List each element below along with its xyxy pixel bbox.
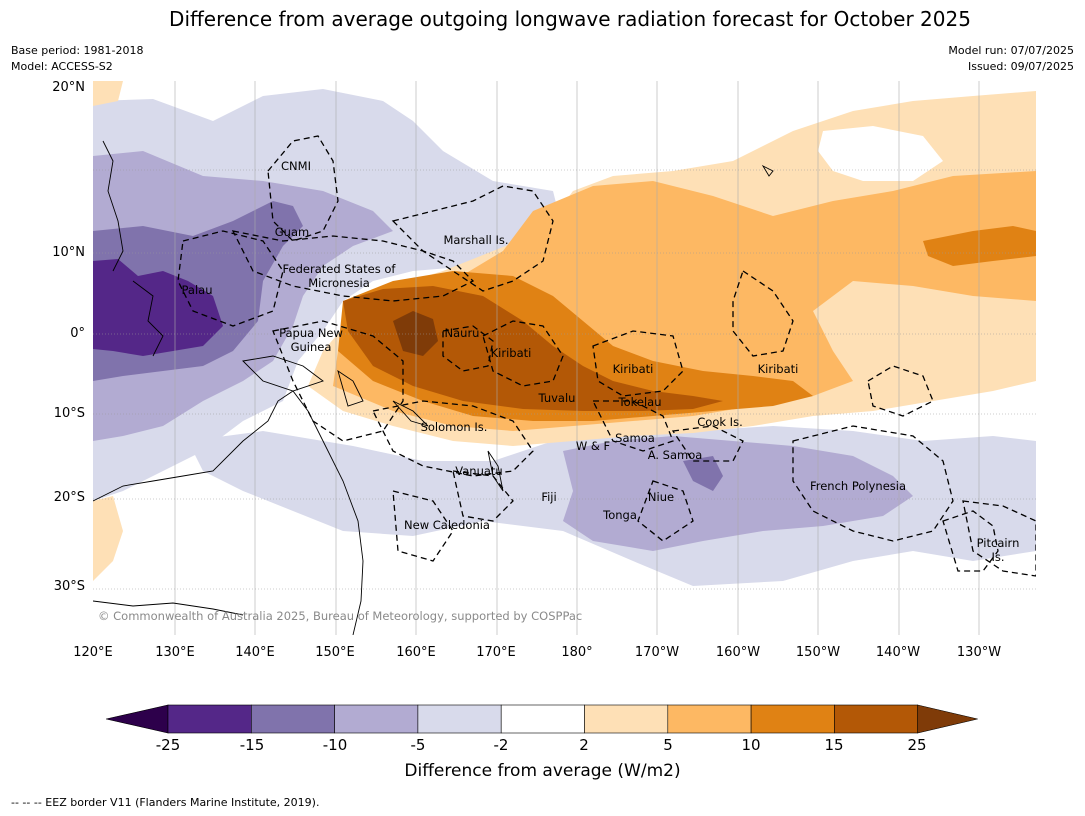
place-label-micronesia: Federated States of Micronesia bbox=[282, 262, 396, 290]
anomaly-region-brown bbox=[343, 286, 723, 411]
colorbar-extend-low bbox=[106, 704, 169, 734]
y-tick-10n: 10°N bbox=[52, 245, 85, 260]
anomaly-region-dark-orange-east bbox=[923, 226, 1036, 266]
gridlines bbox=[93, 169, 1036, 590]
colorbar-tick: 25 bbox=[907, 736, 927, 754]
place-label-kiribati-central: Kiribati bbox=[612, 362, 654, 376]
y-tick-30s: 30°S bbox=[53, 579, 85, 594]
place-label-new-caledonia: New Caledonia bbox=[404, 518, 490, 532]
x-tick-140e: 140°E bbox=[235, 645, 275, 660]
base-period-label: Base period: 1981-2018 bbox=[11, 44, 144, 57]
place-label-papua-new-guinea: Papua New Guinea bbox=[279, 326, 343, 354]
y-tick-20s: 20°S bbox=[53, 490, 85, 505]
eez-borders bbox=[177, 135, 1036, 577]
place-label-tonga: Tonga bbox=[603, 508, 637, 522]
place-label-american-samoa: A. Samoa bbox=[647, 448, 703, 462]
issued-label: Issued: 09/07/2025 bbox=[967, 60, 1074, 73]
place-label-nauru: Nauru bbox=[444, 326, 480, 340]
x-tick-150e: 150°E bbox=[315, 645, 355, 660]
colorbar-segment bbox=[500, 704, 585, 734]
place-label-niue: Niue bbox=[647, 490, 675, 504]
y-tick-20n: 20°N bbox=[52, 80, 85, 95]
x-tick-170e: 170°E bbox=[476, 645, 516, 660]
place-label-guam: Guam bbox=[274, 225, 310, 239]
colorbar-tick: -2 bbox=[493, 736, 509, 754]
x-tick-160e: 160°E bbox=[396, 645, 436, 660]
colorbar-tick: -10 bbox=[322, 736, 348, 754]
model-run-label: Model run: 07/07/2025 bbox=[948, 44, 1074, 57]
anomaly-region-medium-purple-south bbox=[683, 456, 723, 491]
place-label-kiribati-west: Kiribati bbox=[490, 346, 532, 360]
colorbar-tick: -5 bbox=[410, 736, 426, 754]
colorbar-label: Difference from average (W/m2) bbox=[404, 761, 681, 781]
anomaly-region-light-orange-sw bbox=[93, 496, 123, 581]
colorbar-tick: 5 bbox=[663, 736, 673, 754]
colorbar bbox=[106, 704, 978, 734]
colorbar-segment bbox=[334, 704, 419, 734]
colorbar-segment bbox=[750, 704, 835, 734]
y-tick-0: 0° bbox=[70, 326, 85, 341]
colorbar-segment bbox=[834, 704, 919, 734]
colorbar-tick: 10 bbox=[741, 736, 761, 754]
place-label-solomon-is: Solomon Is. bbox=[420, 420, 488, 434]
eez-border-footnote: -- -- -- EEZ border V11 (Flanders Marine… bbox=[11, 796, 320, 809]
x-tick-170w: 170°W bbox=[634, 645, 680, 660]
colorbar-segment bbox=[251, 704, 335, 734]
model-label: Model: ACCESS-S2 bbox=[11, 60, 113, 73]
place-label-pitcairn-is: Pitcairn Is. bbox=[976, 536, 1020, 564]
olr-anomaly-map bbox=[93, 81, 1036, 635]
place-label-cook-is: Cook Is. bbox=[697, 415, 743, 429]
colorbar-segment bbox=[667, 704, 752, 734]
colorbar-extend-high bbox=[917, 704, 978, 734]
y-tick-10s: 10°S bbox=[53, 406, 85, 421]
colorbar-tick: -25 bbox=[155, 736, 181, 754]
x-tick-120e: 120°E bbox=[73, 645, 113, 660]
place-label-vanuatu: Vanuatu bbox=[455, 464, 503, 478]
x-tick-130e: 130°E bbox=[155, 645, 195, 660]
anomaly-region-light-orange-nw bbox=[93, 81, 123, 106]
place-label-fiji: Fiji bbox=[541, 490, 557, 504]
anomaly-region-deep-purple bbox=[93, 259, 223, 356]
copyright-notice: © Commonwealth of Australia 2025, Bureau… bbox=[98, 609, 583, 623]
colorbar-tick: -15 bbox=[239, 736, 265, 754]
x-tick-140w: 140°W bbox=[875, 645, 921, 660]
colorbar-segment bbox=[584, 704, 669, 734]
place-label-tokelau: Tokelau bbox=[618, 395, 662, 409]
place-label-cnmi: CNMI bbox=[281, 159, 311, 173]
place-label-palau: Palau bbox=[181, 283, 213, 297]
anomaly-region-darkest-brown bbox=[393, 311, 438, 356]
colorbar-tick: 2 bbox=[579, 736, 589, 754]
x-tick-180: 180° bbox=[561, 645, 593, 660]
place-label-samoa: Samoa bbox=[615, 431, 655, 445]
colorbar-tick: 15 bbox=[824, 736, 844, 754]
place-label-tuvalu: Tuvalu bbox=[538, 391, 576, 405]
colorbar-segment bbox=[417, 704, 502, 734]
neutral-patch-east bbox=[818, 126, 943, 181]
x-tick-160w: 160°W bbox=[715, 645, 761, 660]
map-title: Difference from average outgoing longwav… bbox=[169, 7, 971, 31]
colorbar-segment bbox=[167, 704, 252, 734]
coastlines bbox=[93, 140, 774, 635]
x-tick-150w: 150°W bbox=[795, 645, 841, 660]
place-label-marshall-is: Marshall Is. bbox=[443, 233, 509, 247]
place-label-wallis-futuna: W & F bbox=[575, 439, 611, 453]
place-label-french-polynesia: French Polynesia bbox=[809, 479, 907, 493]
x-tick-130w: 130°W bbox=[956, 645, 1002, 660]
place-label-kiribati-east: Kiribati bbox=[757, 362, 799, 376]
